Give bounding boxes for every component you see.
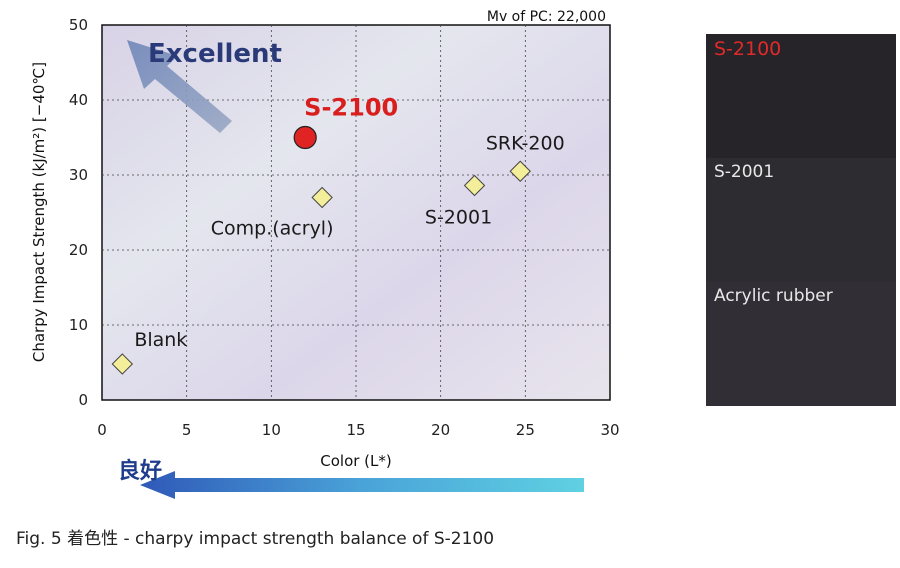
point-label-blank: Blank <box>134 329 187 351</box>
point-label-comp-acryl: Comp.(acryl) <box>211 218 334 240</box>
sample-band-s2001 <box>706 158 896 282</box>
sample-label-s2001: S-2001 <box>714 162 775 182</box>
x-tick-label: 5 <box>182 421 192 439</box>
y-tick-label: 50 <box>69 16 88 34</box>
good-direction-arrow-icon <box>140 471 584 499</box>
y-tick-label: 20 <box>69 241 88 259</box>
point-blank <box>111 353 134 375</box>
color-sample-panel: S-2100 S-2001 Acrylic rubber <box>706 34 896 406</box>
point-s-2100 <box>293 125 317 150</box>
sample-band-acrylic <box>706 282 896 406</box>
y-tick-label: 30 <box>69 166 88 184</box>
x-tick-label: 0 <box>97 421 107 439</box>
point-srk-200 <box>509 160 531 182</box>
sample-label-acrylic: Acrylic rubber <box>714 286 833 306</box>
y-tick-label: 0 <box>78 391 88 409</box>
excellent-arrow-icon <box>127 40 232 133</box>
data-points: Blank Comp.(acryl) S-2001 SRK-200 S-2100 <box>111 94 565 375</box>
chart-annotation: Mv of PC: 22,000 <box>487 9 606 25</box>
point-s-2001 <box>463 174 486 197</box>
sample-label-s2100: S-2100 <box>714 38 782 60</box>
good-direction-label: 良好 <box>118 458 162 484</box>
excellent-label: Excellent <box>148 39 282 69</box>
x-tick-label: 25 <box>516 421 535 439</box>
y-axis-label: Charpy Impact Strength (kJ/m²) [−40℃] <box>30 62 48 362</box>
point-label-srk-200: SRK-200 <box>486 132 565 154</box>
x-tick-label: 10 <box>262 421 281 439</box>
point-comp-acryl <box>311 186 333 209</box>
chart: 0 10 20 30 40 50 0 5 10 15 20 25 30 Excellent Mv of … <box>30 9 620 499</box>
x-axis-label: Color (L*) <box>320 452 392 470</box>
axis-ticks: 0 10 20 30 40 50 0 5 10 15 20 25 30 <box>69 16 620 439</box>
x-tick-label: 20 <box>431 421 450 439</box>
point-label-s-2001: S-2001 <box>425 207 492 229</box>
point-label-s-2100: S-2100 <box>304 94 398 122</box>
x-tick-label: 15 <box>346 421 365 439</box>
x-tick-label: 30 <box>600 421 619 439</box>
sample-band-s2100 <box>706 34 896 158</box>
y-tick-label: 10 <box>69 316 88 334</box>
figure-caption: Fig. 5 着色性 - charpy impact strength bala… <box>16 529 495 549</box>
y-tick-label: 40 <box>69 91 88 109</box>
